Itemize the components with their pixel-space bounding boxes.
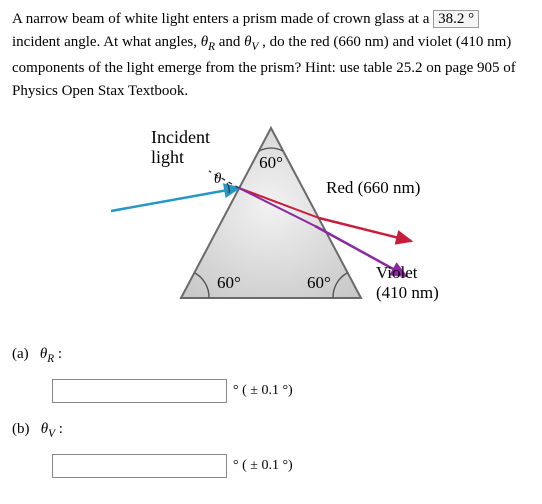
part-b-answer-row: ° ( ± 0.1 °): [52, 454, 530, 478]
violet-label-1: Violet: [376, 263, 418, 282]
theta-r-input[interactable]: [52, 379, 227, 403]
exit-red-ray: [319, 218, 411, 241]
part-b-subscript: V: [48, 428, 55, 440]
apex-angle-label: 60°: [259, 153, 283, 172]
part-a: (a) θR : ° ( ± 0.1 °): [12, 346, 530, 403]
left-angle-label: 60°: [217, 273, 241, 292]
part-a-label: (a) θR :: [12, 346, 530, 365]
theta-label: θ: [214, 171, 222, 187]
part-a-answer-row: ° ( ± 0.1 °): [52, 379, 530, 403]
violet-label-2: (410 nm): [376, 283, 439, 302]
theta-r-subscript: R: [208, 41, 215, 53]
right-angle-label: 60°: [307, 273, 331, 292]
part-b-marker: (b): [12, 421, 30, 437]
incident-light-label-2: light: [151, 147, 184, 167]
text-fragment: incident angle. At what angles,: [12, 34, 201, 50]
part-b-label: (b) θV :: [12, 421, 530, 440]
part-a-colon: :: [54, 346, 62, 362]
part-b-colon: :: [55, 421, 63, 437]
part-b: (b) θV : ° ( ± 0.1 °): [12, 421, 530, 478]
text-fragment: and: [219, 34, 244, 50]
incident-angle-value: 38.2 °: [433, 10, 479, 28]
theta-v-input[interactable]: [52, 454, 227, 478]
part-a-marker: (a): [12, 346, 29, 362]
red-label: Red (660 nm): [326, 178, 420, 197]
incident-light-label-1: Incident: [151, 127, 210, 147]
part-b-tolerance: ° ( ± 0.1 °): [233, 458, 293, 474]
part-a-tolerance: ° ( ± 0.1 °): [233, 383, 293, 399]
prism-diagram-svg: 60° 60° 60° θ Incident light Red (660 nm…: [91, 113, 451, 323]
theta-v-symbol: θ: [244, 34, 251, 50]
text-fragment: A narrow beam of white light enters a pr…: [12, 11, 433, 27]
incident-ray: [111, 188, 239, 211]
prism-figure: 60° 60° 60° θ Incident light Red (660 nm…: [12, 113, 530, 328]
problem-statement: A narrow beam of white light enters a pr…: [12, 8, 530, 103]
theta-v-subscript: V: [252, 41, 259, 53]
theta-r-symbol: θ: [201, 34, 208, 50]
theta-arc: [227, 183, 229, 193]
